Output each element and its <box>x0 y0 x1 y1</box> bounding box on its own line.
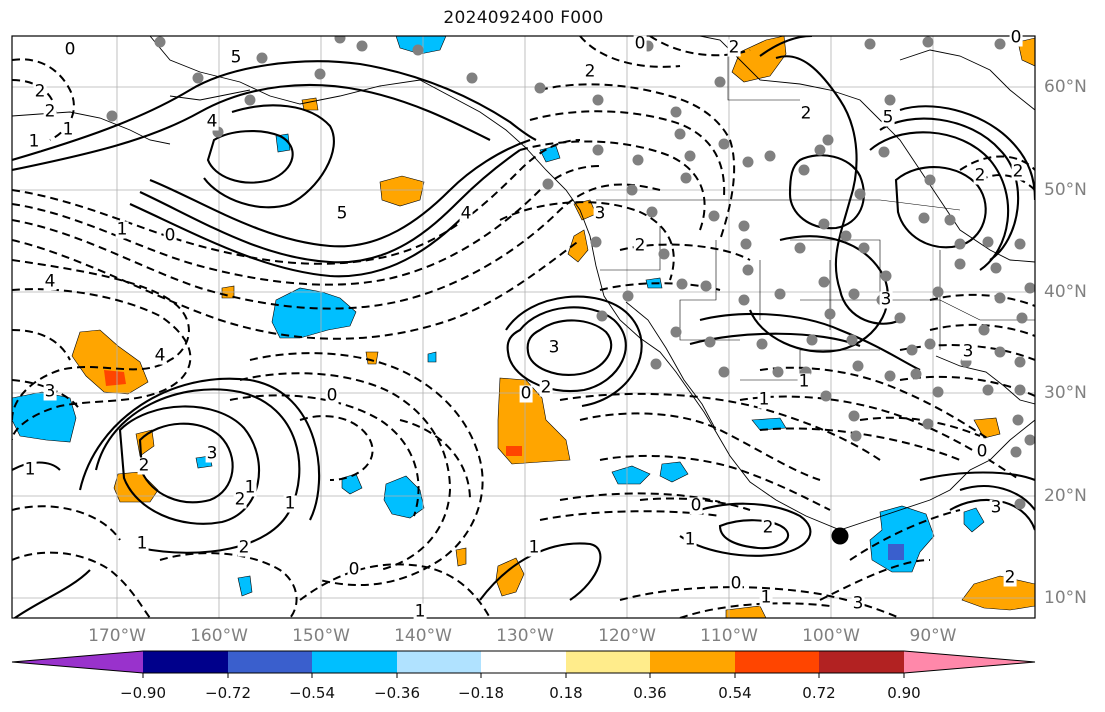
longitude-label: 120°W <box>598 626 656 646</box>
dashed-contour-label: 0 <box>347 559 361 580</box>
dashed-contour-label: 1 <box>797 371 811 392</box>
solid-contour-label: 2 <box>137 455 151 476</box>
colorbar-tick-label: −0.54 <box>289 684 335 702</box>
colorbar-segment <box>650 651 735 673</box>
colorbar-tick-label: 0.72 <box>802 684 836 702</box>
colorbar-tick-label: −0.36 <box>374 684 420 702</box>
solid-contour-label: 2 <box>799 103 813 124</box>
longitude-label: 170°W <box>88 626 146 646</box>
dashed-contour-label: 0 <box>519 383 533 404</box>
dashed-contour-label: 1 <box>27 131 41 152</box>
dashed-contour-label: 0 <box>729 573 743 594</box>
dashed-contour-label: 4 <box>153 345 167 366</box>
dashed-contour-label: 3 <box>989 497 1003 518</box>
solid-contour-label: 2 <box>761 517 775 538</box>
solid-contours <box>12 36 1035 618</box>
dashed-contour-label: 1 <box>23 459 37 480</box>
latitude-label: 10°N <box>1044 588 1087 608</box>
colorbar-tick-label: 0.36 <box>633 684 667 702</box>
solid-contour-label: 1 <box>683 529 697 550</box>
dashed-contour-label: 3 <box>43 381 57 402</box>
solid-contour-label: 5 <box>335 203 349 224</box>
solid-contour-label: 3 <box>879 289 893 310</box>
solid-contour-label: 5 <box>881 107 895 128</box>
colorbar-segment <box>566 651 650 673</box>
dashed-contour-label: 1 <box>759 587 773 608</box>
dashed-contour-label: 2 <box>43 101 57 122</box>
colorbar-segment <box>312 651 397 673</box>
longitude-label: 140°W <box>394 626 452 646</box>
colorbar <box>11 650 1036 678</box>
colorbar-segment <box>481 651 566 673</box>
solid-contour-label: 1 <box>527 537 541 558</box>
longitude-label: 90°W <box>909 626 957 646</box>
dashed-contour-label: 1 <box>243 477 257 498</box>
latitude-label: 30°N <box>1044 383 1087 403</box>
political-borders <box>596 40 1035 381</box>
solid-contour-label: 2 <box>233 489 247 510</box>
negative-shading <box>12 36 985 597</box>
coastlines <box>12 36 1035 531</box>
dashed-contour-label: 3 <box>961 341 975 362</box>
dashed-contour-label: 0 <box>325 385 339 406</box>
station-markers <box>106 36 1035 510</box>
dashed-contour-label: 2 <box>1011 161 1025 182</box>
longitude-label: 130°W <box>496 626 554 646</box>
map-frame <box>11 35 1036 619</box>
dashed-contour-label: 1 <box>135 533 149 554</box>
dashed-contour-label: 2 <box>33 81 47 102</box>
dashed-contour-label: 2 <box>727 37 741 58</box>
latitude-label: 20°N <box>1044 486 1087 506</box>
dashed-contour-label: 0 <box>689 495 703 516</box>
colorbar-segment <box>819 651 904 673</box>
colorbar-tick-label: 0.90 <box>887 684 921 702</box>
dashed-contour-label: 1 <box>757 389 771 410</box>
dashed-contour-label: 1 <box>115 219 129 240</box>
dashed-contour-label: 4 <box>43 271 57 292</box>
latitude-label: 40°N <box>1044 282 1087 302</box>
dashed-contour-label: 0 <box>63 39 77 60</box>
longitude-label: 160°W <box>190 626 248 646</box>
longitude-label: 100°W <box>802 626 860 646</box>
colorbar-tick-label: −0.72 <box>205 684 251 702</box>
solid-contour-label: 3 <box>593 203 607 224</box>
colorbar-extend-max <box>904 651 1035 673</box>
solid-contour-label: 3 <box>547 337 561 358</box>
colorbar-segment <box>397 651 481 673</box>
dashed-contour-label: 0 <box>163 225 177 246</box>
longitude-label: 110°W <box>700 626 758 646</box>
map-title: 2024092400 F000 <box>443 8 604 28</box>
dashed-contour-label: 3 <box>851 593 865 614</box>
dashed-contour-label: 2 <box>973 165 987 186</box>
dashed-contour-label: 2 <box>1003 567 1017 588</box>
positive-shading <box>71 36 1035 618</box>
dashed-contour-label: 0 <box>633 33 647 54</box>
solid-contour-label: 2 <box>539 377 553 398</box>
solid-contour-label: 5 <box>229 47 243 68</box>
dashed-contour-label: 2 <box>583 61 597 82</box>
dashed-contour-label: 1 <box>413 601 427 622</box>
dashed-contour-label: 0 <box>1009 27 1023 48</box>
colorbar-tick-label: −0.18 <box>458 684 504 702</box>
colorbar-tick-label: −0.90 <box>120 684 166 702</box>
dashed-contour-label: 1 <box>283 493 297 514</box>
dashed-contour-label: 1 <box>61 119 75 140</box>
colorbar-segment <box>143 651 228 673</box>
latitude-label: 50°N <box>1044 180 1087 200</box>
colorbar-tick-label: 0.54 <box>718 684 752 702</box>
longitude-label: 150°W <box>292 626 350 646</box>
dashed-contour-label: 0 <box>975 441 989 462</box>
dashed-contour-label: 4 <box>459 203 473 224</box>
latitude-label: 60°N <box>1044 77 1087 97</box>
colorbar-tick-label: 0.18 <box>549 684 583 702</box>
colorbar-extend-min <box>12 651 144 673</box>
dashed-contour-label: 2 <box>237 537 251 558</box>
colorbar-segment <box>735 651 819 673</box>
dashed-contour-label: 2 <box>633 235 647 256</box>
dashed-contour-label: 4 <box>205 111 219 132</box>
highlighted-point <box>831 527 849 545</box>
solid-contour-label: 3 <box>205 443 219 464</box>
colorbar-segment <box>228 651 312 673</box>
